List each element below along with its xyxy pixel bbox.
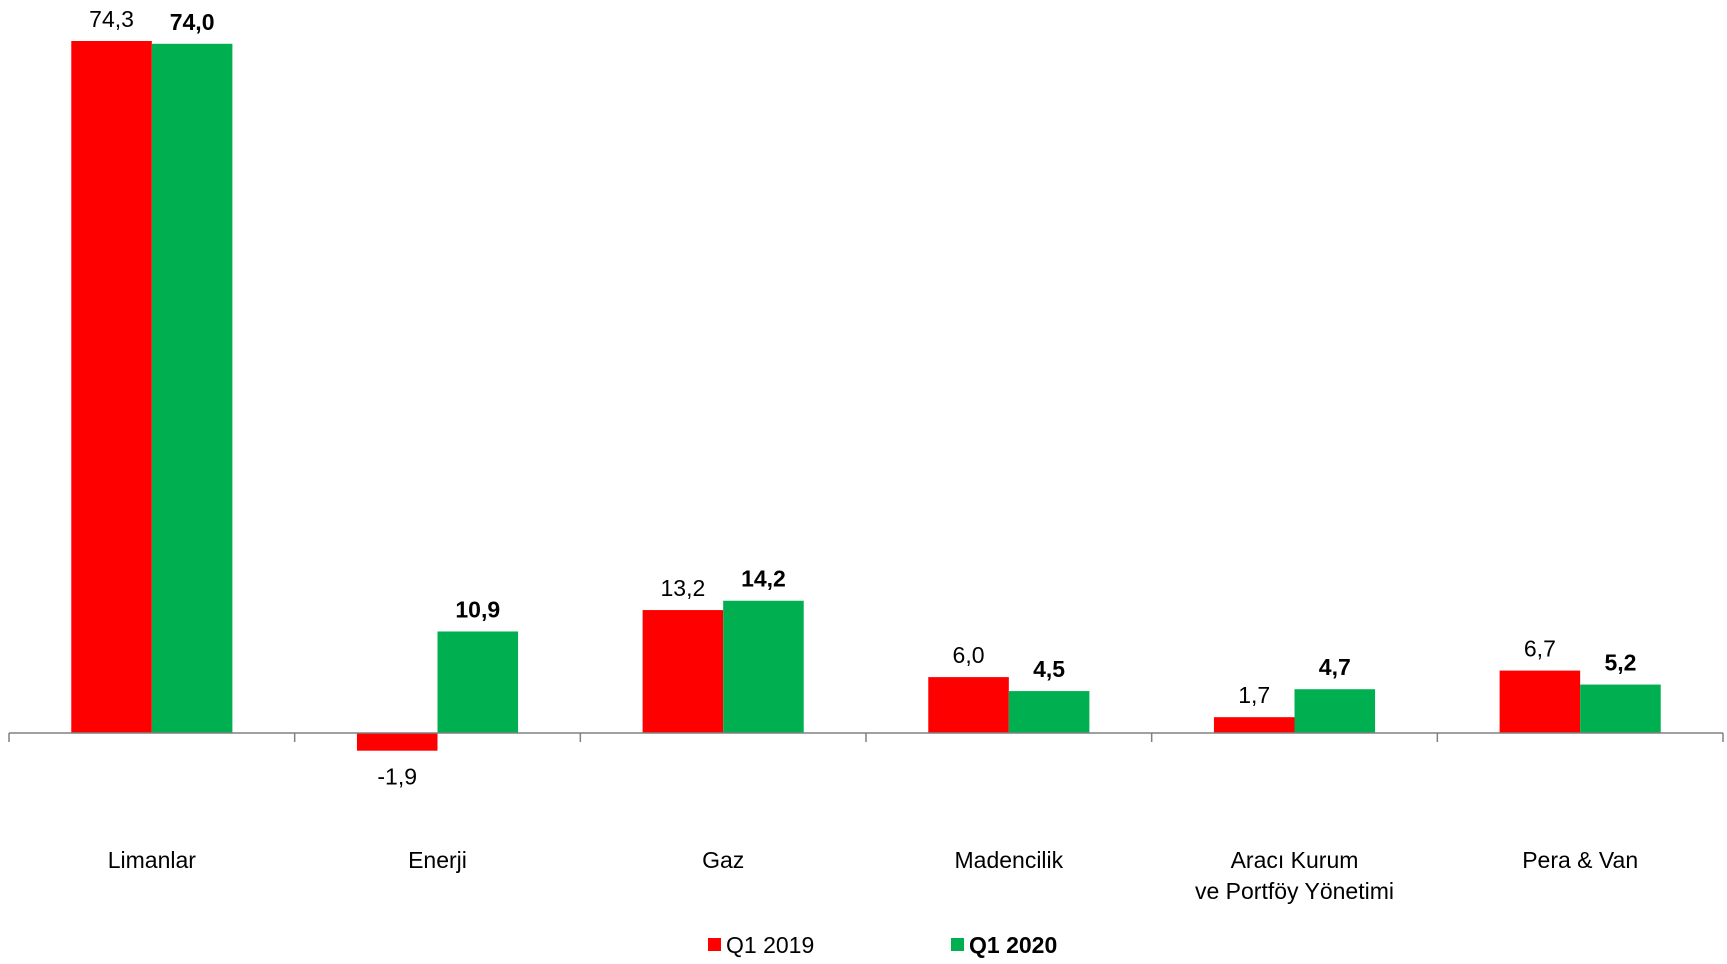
- bar: [1294, 689, 1376, 733]
- bar: [928, 677, 1009, 733]
- data-label: 74,3: [89, 6, 134, 32]
- bar: [1499, 670, 1581, 733]
- x-tick-label: Enerji: [408, 847, 467, 873]
- x-tick-label: Limanlar: [108, 847, 197, 873]
- data-label: 1,7: [1238, 682, 1270, 708]
- data-label: 4,5: [1033, 656, 1065, 682]
- bar: [1213, 717, 1295, 733]
- data-label: 10,9: [455, 596, 500, 622]
- bar: [71, 41, 152, 733]
- data-label: 5,2: [1604, 650, 1636, 676]
- legend-swatch: [708, 938, 721, 951]
- data-label: 14,2: [741, 566, 786, 592]
- data-label: 4,7: [1319, 654, 1351, 680]
- bar: [356, 733, 438, 751]
- bar: [1580, 684, 1661, 733]
- legend-label: Q1 2020: [969, 932, 1057, 958]
- bar: [1008, 691, 1090, 733]
- data-label: 13,2: [661, 575, 706, 601]
- data-label: -1,9: [377, 764, 417, 790]
- bar: [723, 600, 804, 733]
- bar: [151, 43, 233, 734]
- x-tick-label: Madencilik: [955, 847, 1064, 873]
- x-tick-label: Aracı Kurum ve Portföy Yönetimi: [1195, 847, 1394, 904]
- data-label: 74,0: [170, 9, 215, 35]
- data-label: 6,7: [1524, 636, 1556, 662]
- x-tick-label: Gaz: [702, 847, 744, 873]
- legend-swatch: [951, 938, 964, 951]
- legend-label: Q1 2019: [726, 932, 814, 958]
- bar: [642, 610, 724, 733]
- x-tick-label: Pera & Van: [1522, 847, 1638, 873]
- data-label: 6,0: [953, 642, 985, 668]
- bar: [437, 631, 519, 733]
